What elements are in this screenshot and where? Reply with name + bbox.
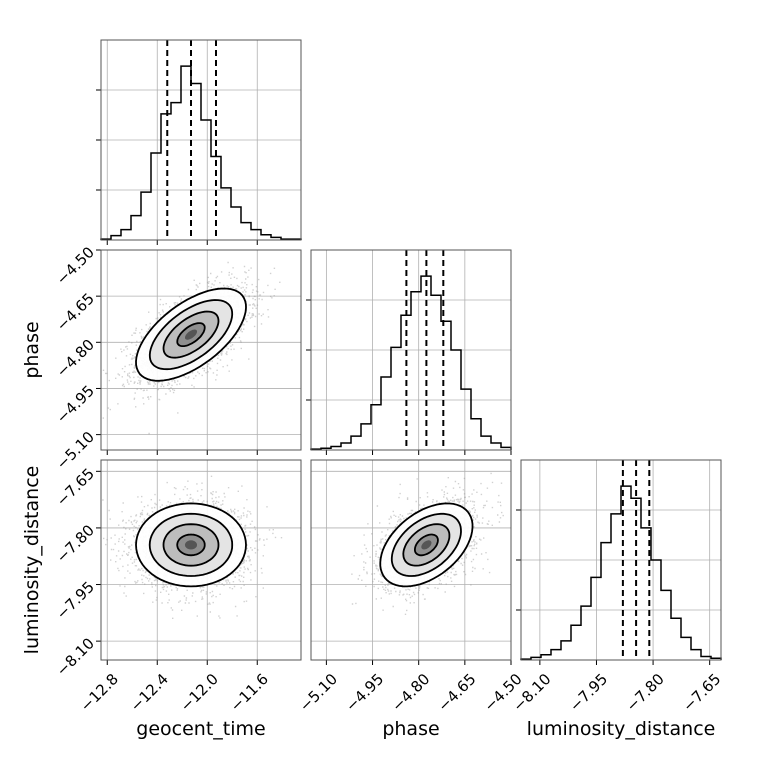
contour-line [148, 512, 234, 577]
panel-phase-vs-luminosity_distance [310, 459, 512, 665]
panel-geocent_time-vs-luminosity_distance [96, 459, 302, 665]
histogram-phase [310, 275, 512, 450]
y-tick-label: −8.10 [53, 634, 98, 679]
y-tick-label: −7.80 [53, 521, 98, 566]
contour-line [162, 523, 220, 567]
contour-line [176, 322, 206, 347]
x-tick-label: −4.95 [342, 670, 387, 715]
x-axis-label: geocent_time [136, 718, 265, 740]
contour-line [135, 287, 247, 382]
contour-line [414, 533, 439, 557]
y-tick-label: −4.65 [53, 289, 98, 334]
x-tick-labels-geocent_time: −12.8 −12.4 −12.0 −11.6 [77, 670, 272, 715]
y-tick-label: −7.65 [53, 465, 98, 510]
contour-line [135, 502, 247, 588]
x-tick-label: −7.80 [623, 670, 668, 715]
panel-frame [100, 459, 302, 661]
histogram-luminosity_distance [520, 485, 722, 660]
panel-frame [310, 249, 512, 451]
contour-line [176, 533, 206, 557]
x-axis-label: luminosity_distance [527, 718, 716, 740]
x-tick-label: −4.80 [388, 670, 433, 715]
x-tick-labels-phase: −5.10 −4.95 −4.80 −4.65 −4.50 [296, 670, 526, 715]
x-axis-label: phase [382, 718, 439, 740]
hist-panel-luminosity_distance [516, 459, 722, 665]
panel-frame [310, 459, 512, 661]
density-fill [184, 540, 197, 550]
y-tick-label: −7.95 [53, 578, 98, 623]
contour-line [148, 299, 234, 371]
contour-line [402, 523, 451, 567]
y-tick-label: −5.10 [53, 428, 98, 473]
x-tick-label: −12.0 [177, 670, 222, 715]
x-tick-labels-luminosity_distance: −8.10 −7.95 −7.80 −7.65 [509, 670, 724, 715]
density-fill [421, 540, 432, 550]
histogram-geocent_time [100, 65, 302, 240]
panel-frame [100, 249, 302, 451]
y-tick-label: −4.95 [53, 382, 98, 427]
x-tick-label: −4.65 [434, 670, 479, 715]
density-fill [185, 329, 197, 340]
y-tick-labels-luminosity_distance: −8.10 −7.95 −7.80 −7.65 [53, 465, 98, 680]
y-tick-label: −4.50 [53, 243, 98, 288]
panel-frame [520, 459, 722, 661]
y-tick-label: −4.80 [53, 336, 98, 381]
hist-panel-geocent_time [96, 39, 302, 245]
hist-panel-phase [306, 249, 512, 455]
panel-content [102, 475, 283, 619]
x-tick-label: −5.10 [296, 670, 341, 715]
panel-content [351, 472, 504, 615]
y-axis-label: luminosity_distance [21, 466, 43, 655]
x-tick-label: −11.6 [227, 670, 272, 715]
y-tick-labels-phase: −5.10−4.95−4.80−4.65−4.50 [53, 243, 98, 473]
x-tick-label: −12.4 [127, 670, 172, 715]
x-tick-label: −7.95 [566, 670, 611, 715]
contour-line [162, 310, 220, 359]
panel-geocent_time-vs-phase [96, 249, 302, 455]
contour-line [379, 502, 474, 588]
y-axis-label: phase [21, 321, 43, 378]
x-tick-label: −7.65 [679, 670, 724, 715]
contour-line [390, 512, 462, 577]
x-tick-label: −12.8 [77, 670, 122, 715]
panel-content [102, 261, 281, 435]
panel-frame [100, 39, 302, 241]
